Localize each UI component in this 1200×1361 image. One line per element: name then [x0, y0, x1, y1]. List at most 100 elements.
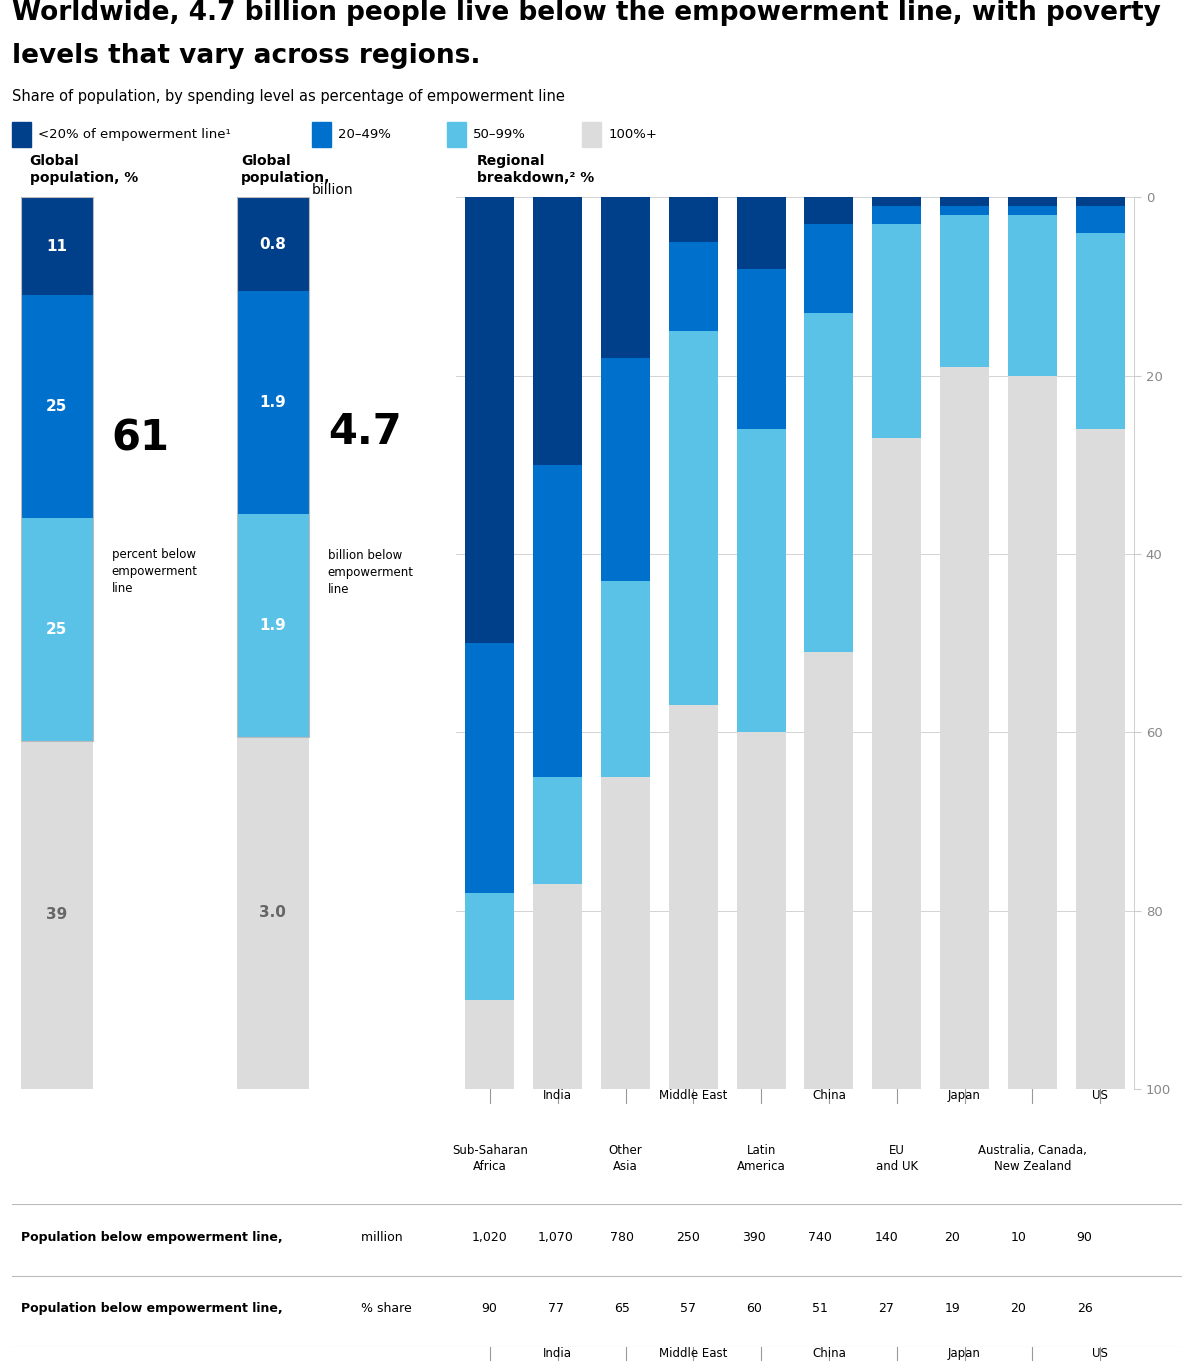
Text: 90: 90	[481, 1302, 498, 1315]
Text: Regional
breakdown,² %: Regional breakdown,² %	[476, 154, 594, 185]
Text: India: India	[544, 1347, 572, 1361]
Bar	[804, 313, 853, 652]
Text: 20: 20	[944, 1230, 960, 1244]
Text: Middle East: Middle East	[659, 1089, 727, 1102]
Text: Other
Asia: Other Asia	[608, 1145, 642, 1173]
Text: 65: 65	[614, 1302, 630, 1315]
Bar	[12, 122, 31, 147]
Bar	[601, 358, 650, 581]
Bar	[1075, 207, 1124, 233]
Bar	[601, 777, 650, 1089]
Bar	[737, 197, 786, 268]
Bar	[668, 242, 718, 331]
Text: 27: 27	[878, 1302, 894, 1315]
Bar	[236, 291, 308, 514]
Text: 390: 390	[742, 1230, 766, 1244]
Text: levels that vary across regions.: levels that vary across regions.	[12, 44, 480, 69]
Text: 57: 57	[680, 1302, 696, 1315]
Bar	[466, 893, 515, 1000]
Text: 0.8: 0.8	[259, 237, 286, 252]
Bar	[601, 581, 650, 777]
Bar	[1008, 215, 1057, 376]
Text: 740: 740	[809, 1230, 832, 1244]
Text: 26: 26	[1076, 1302, 1092, 1315]
Text: US: US	[1092, 1347, 1108, 1361]
Text: 1,020: 1,020	[472, 1230, 508, 1244]
Text: Global
population,: Global population,	[241, 154, 331, 185]
Text: 25: 25	[46, 622, 67, 637]
Text: % share: % share	[358, 1302, 412, 1315]
Text: 1.9: 1.9	[259, 395, 286, 410]
Bar	[20, 295, 92, 519]
Bar	[466, 644, 515, 893]
Text: Japan: Japan	[948, 1347, 980, 1361]
Bar	[1075, 197, 1124, 207]
Text: 4.7: 4.7	[328, 411, 402, 453]
Text: 11: 11	[46, 240, 67, 255]
Bar	[872, 197, 922, 207]
Bar	[312, 122, 331, 147]
Bar	[533, 777, 582, 883]
Text: Australia, Canada,
New Zealand: Australia, Canada, New Zealand	[978, 1145, 1087, 1173]
Text: 90: 90	[1076, 1230, 1092, 1244]
Text: 60: 60	[746, 1302, 762, 1315]
Bar	[236, 514, 308, 736]
Text: 25: 25	[46, 399, 67, 414]
Bar	[872, 225, 922, 438]
Bar	[20, 742, 92, 1089]
Text: 77: 77	[547, 1302, 564, 1315]
Text: <20% of empowerment line¹: <20% of empowerment line¹	[38, 128, 230, 142]
Text: China: China	[812, 1089, 846, 1102]
Text: Share of population, by spending level as percentage of empowerment line: Share of population, by spending level a…	[12, 88, 565, 105]
Bar	[872, 207, 922, 225]
Bar	[668, 705, 718, 1089]
Text: Global
population, %: Global population, %	[30, 154, 138, 185]
Text: 50–99%: 50–99%	[473, 128, 526, 142]
Text: 61: 61	[112, 416, 170, 459]
Bar	[533, 465, 582, 777]
Text: million: million	[358, 1230, 403, 1244]
Bar	[940, 215, 989, 366]
Bar	[940, 366, 989, 1089]
Bar	[940, 197, 989, 207]
Text: Latin
America: Latin America	[737, 1145, 786, 1173]
Text: Population below empowerment line,: Population below empowerment line,	[22, 1302, 283, 1315]
Bar	[601, 197, 650, 358]
Text: China: China	[812, 1347, 846, 1361]
Bar	[236, 197, 308, 291]
Bar	[804, 225, 853, 313]
Bar	[668, 197, 718, 242]
Bar	[582, 122, 601, 147]
Bar	[737, 268, 786, 429]
Text: billion below
empowerment
line: billion below empowerment line	[328, 550, 414, 596]
Bar	[804, 652, 853, 1089]
Text: Worldwide, 4.7 billion people live below the empowerment line, with poverty: Worldwide, 4.7 billion people live below…	[12, 0, 1160, 26]
Text: billion: billion	[312, 184, 354, 197]
Bar	[1075, 429, 1124, 1089]
Bar	[872, 438, 922, 1089]
Text: 1.9: 1.9	[259, 618, 286, 633]
Bar	[1008, 197, 1057, 207]
Bar	[804, 197, 853, 225]
Bar	[533, 197, 582, 465]
Bar	[20, 519, 92, 742]
Text: Population below empowerment line,: Population below empowerment line,	[22, 1230, 283, 1244]
Bar	[466, 197, 515, 644]
Text: 39: 39	[46, 908, 67, 923]
Bar	[1008, 376, 1057, 1089]
Text: 780: 780	[610, 1230, 634, 1244]
Bar	[236, 736, 308, 1089]
Text: 19: 19	[944, 1302, 960, 1315]
Bar	[940, 207, 989, 215]
Text: percent below
empowerment
line: percent below empowerment line	[112, 548, 198, 595]
Bar	[466, 1000, 515, 1089]
Bar	[737, 732, 786, 1089]
Bar	[20, 197, 92, 295]
Bar	[448, 122, 466, 147]
Bar	[737, 429, 786, 732]
Text: Middle East: Middle East	[659, 1347, 727, 1361]
Text: Sub-Saharan
Africa: Sub-Saharan Africa	[452, 1145, 528, 1173]
Text: 100%+: 100%+	[608, 128, 658, 142]
Text: EU
and UK: EU and UK	[876, 1145, 918, 1173]
Text: 10: 10	[1010, 1230, 1026, 1244]
